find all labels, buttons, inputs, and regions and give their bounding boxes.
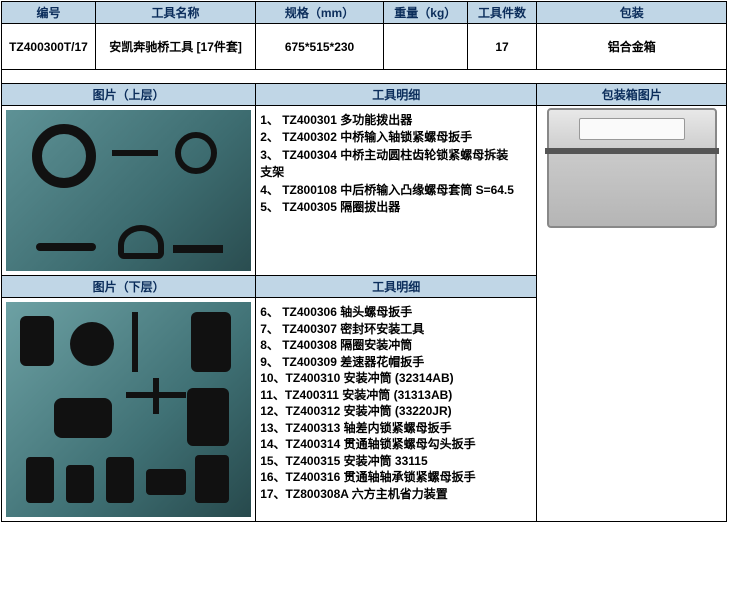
cell-id: TZ400300T/17 (2, 24, 96, 70)
th-pack: 包装 (537, 2, 727, 24)
cell-weight (383, 24, 467, 70)
th-name: 工具名称 (95, 2, 255, 24)
detail-item: 11、TZ400311 安装冲筒 (31313AB) (260, 387, 532, 404)
package-image (537, 106, 727, 522)
detail-item: 12、TZ400312 安装冲筒 (33220JR) (260, 403, 532, 420)
spacer (2, 70, 727, 84)
detail-item: 9、 TZ400309 差速器花帽扳手 (260, 354, 532, 371)
cell-count: 17 (467, 24, 537, 70)
detail-item: 13、TZ400313 轴差内锁紧螺母扳手 (260, 420, 532, 437)
detail-upper: 1、 TZ400301 多功能拨出器2、 TZ400302 中桥输入轴锁紧螺母扳… (256, 106, 537, 276)
th-img-lower: 图片（下层） (2, 276, 256, 298)
th-weight: 重量（kg） (383, 2, 467, 24)
detail-item: 17、TZ800308A 六方主机省力装置 (260, 486, 532, 503)
detail-item: 8、 TZ400308 隔圈安装冲筒 (260, 337, 532, 354)
detail-item: 6、 TZ400306 轴头螺母扳手 (260, 304, 532, 321)
detail-item: 16、TZ400316 贯通轴轴承锁紧螺母扳手 (260, 469, 532, 486)
th-pkg-img: 包装箱图片 (537, 84, 727, 106)
th-count: 工具件数 (467, 2, 537, 24)
detail-item: 支架 (260, 164, 532, 181)
cell-pack: 铝合金箱 (537, 24, 727, 70)
detail-item: 10、TZ400310 安装冲筒 (32314AB) (260, 370, 532, 387)
detail-item: 3、 TZ400304 中桥主动圆柱齿轮锁紧螺母拆装 (260, 147, 532, 164)
detail-item: 7、 TZ400307 密封环安装工具 (260, 321, 532, 338)
image-lower (2, 298, 256, 522)
th-detail-lower: 工具明细 (256, 276, 537, 298)
detail-item: 2、 TZ400302 中桥输入轴锁紧螺母扳手 (260, 129, 532, 146)
image-upper (2, 106, 256, 276)
th-spec: 规格（mm） (256, 2, 384, 24)
detail-lower: 6、 TZ400306 轴头螺母扳手7、 TZ400307 密封环安装工具8、 … (256, 298, 537, 522)
detail-item: 14、TZ400314 贯通轴锁紧螺母勾头扳手 (260, 436, 532, 453)
th-img-upper: 图片（上层） (2, 84, 256, 106)
detail-item: 5、 TZ400305 隔圈拔出器 (260, 199, 532, 216)
detail-item: 1、 TZ400301 多功能拨出器 (260, 112, 532, 129)
detail-item: 15、TZ400315 安装冲筒 33115 (260, 453, 532, 470)
th-id: 编号 (2, 2, 96, 24)
cell-spec: 675*515*230 (256, 24, 384, 70)
cell-name: 安凯奔驰桥工具 [17件套] (95, 24, 255, 70)
detail-item: 4、 TZ800108 中后桥输入凸缘螺母套筒 S=64.5 (260, 182, 532, 199)
th-detail-upper: 工具明细 (256, 84, 537, 106)
